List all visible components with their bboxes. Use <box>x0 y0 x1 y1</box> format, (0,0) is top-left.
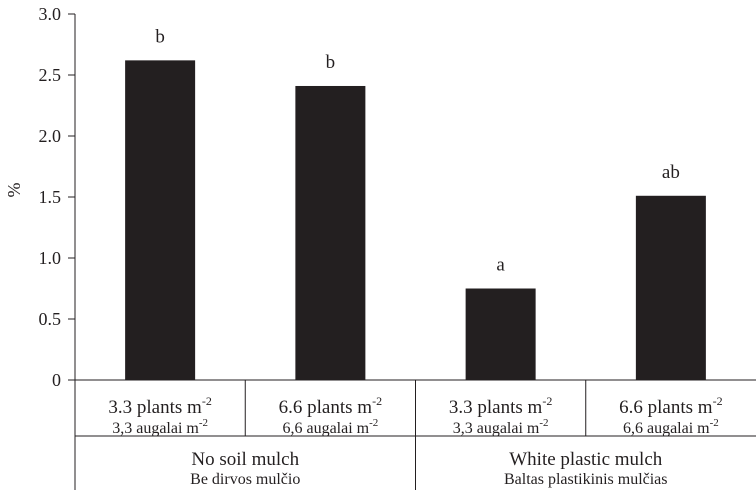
category-label: 6.6 plants m-2 <box>619 394 722 418</box>
significance-label: b <box>155 26 165 47</box>
category-sublabel: 3,3 augalai m-2 <box>453 417 549 437</box>
category-sublabel: 6,6 augalai m-2 <box>623 417 719 437</box>
y-axis-label: % <box>4 183 24 198</box>
bars: b b a ab <box>125 26 706 381</box>
bar <box>125 60 196 381</box>
y-tick-label: 1.5 <box>39 187 62 207</box>
bar <box>465 288 536 380</box>
group-sublabel: Be dirvos mulčio <box>190 471 300 488</box>
significance-label: ab <box>662 162 680 183</box>
bar <box>295 85 366 380</box>
y-tick-label: 1.0 <box>39 248 62 268</box>
category-label: 3.3 plants m-2 <box>449 394 552 418</box>
x-axis: 3.3 plants m-23,3 augalai m-26.6 plants … <box>74 379 756 490</box>
category-sublabel: 3,3 augalai m-2 <box>112 417 208 437</box>
y-tick-label: 3.0 <box>39 4 62 24</box>
category-label: 6.6 plants m-2 <box>279 394 382 418</box>
bar <box>635 195 706 380</box>
y-tick-label: 2.0 <box>39 126 62 146</box>
significance-label: a <box>496 255 505 276</box>
group-label: No soil mulch <box>191 449 299 470</box>
y-tick-label: 0 <box>52 370 61 390</box>
category-label: 3.3 plants m-2 <box>108 394 211 418</box>
significance-label: b <box>326 52 336 73</box>
y-tick-label: 2.5 <box>39 65 62 85</box>
group-sublabel: Baltas plastikinis mulčias <box>504 471 668 488</box>
category-sublabel: 6,6 augalai m-2 <box>282 417 378 437</box>
y-tick-label: 0.5 <box>39 309 62 329</box>
group-label: White plastic mulch <box>509 449 663 470</box>
y-axis: 0 0.5 1.0 1.5 2.0 2.5 3.0 <box>39 4 76 390</box>
